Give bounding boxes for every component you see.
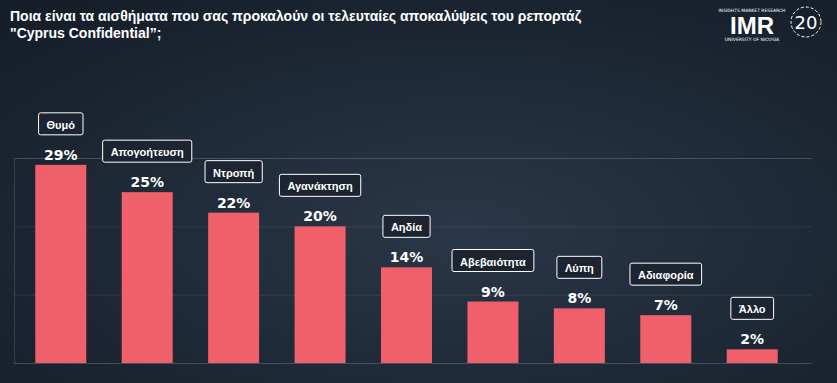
category-box-frame	[452, 250, 534, 272]
category-box: Θυμό	[39, 113, 83, 135]
category-label: Αγανάκτηση	[287, 180, 353, 192]
category-label: Αδιαφορία	[638, 269, 694, 281]
category-box: Απογοήτευση	[103, 140, 192, 162]
logo-text: 20	[795, 12, 818, 33]
bar	[727, 349, 778, 363]
data-label: 25%	[130, 174, 164, 190]
logo-ring	[791, 7, 821, 37]
background	[0, 0, 837, 383]
title: Ποια είναι τα αισθήματα που σας προκαλού…	[10, 8, 582, 41]
bar	[467, 302, 518, 364]
category-box: Αδιαφορία	[630, 263, 702, 285]
bar	[554, 308, 605, 363]
category-box-frame	[630, 263, 702, 285]
logo-text: UNIVERSITY OF NICOSIA	[725, 37, 780, 42]
data-label: 8%	[567, 290, 591, 306]
data-label: 7%	[654, 297, 678, 313]
category-box: Λύπη	[557, 256, 602, 278]
grid-line	[14, 363, 812, 364]
category-box-frame	[39, 113, 83, 135]
category-box-frame	[731, 297, 774, 319]
category-box: Ντροπή	[205, 161, 262, 183]
category-label: Αβεβαιότητα	[460, 256, 526, 268]
bar	[122, 192, 173, 363]
category-label: Ντροπή	[213, 167, 254, 179]
bar	[640, 315, 691, 363]
labels: 29% Θυμό 25% Απογοήτευση 22% Ντροπή 20% Αγανάκτ…	[39, 113, 774, 348]
data-label: 22%	[217, 195, 251, 211]
category-box-frame	[557, 256, 602, 278]
category-label: Απογοήτευση	[111, 146, 184, 158]
data-label: 29%	[44, 147, 78, 163]
chart: Ποια είναι τα αισθήματα που σας προκαλού…	[0, 0, 837, 383]
category-box-frame	[279, 174, 360, 196]
category-label: Θυμό	[47, 119, 76, 131]
y-axis-line	[15, 159, 813, 364]
bar	[381, 267, 432, 363]
y-axis	[14, 159, 812, 364]
bar	[208, 213, 259, 363]
bars	[35, 165, 777, 363]
category-label: Αηδία	[391, 221, 422, 233]
data-label: 9%	[481, 284, 505, 300]
category-label: Λύπη	[565, 262, 594, 274]
data-label: 20%	[303, 208, 337, 224]
bar	[295, 226, 346, 363]
logo: INSIGHTS MARKET RESEARCHIMRUNIVERSITY OF…	[718, 7, 821, 42]
category-box-frame	[205, 161, 262, 183]
category-box-frame	[383, 215, 430, 237]
category-box-frame	[103, 140, 192, 162]
logo-text: IMR	[730, 12, 774, 39]
category-label: Άλλο	[739, 303, 766, 315]
category-box: Αηδία	[383, 215, 430, 237]
data-label: 14%	[390, 249, 424, 265]
category-box: Αγανάκτηση	[279, 174, 360, 196]
category-box: Άλλο	[731, 297, 774, 319]
data-label: 2%	[740, 331, 764, 347]
bar	[35, 165, 86, 363]
tick	[14, 363, 812, 364]
category-box: Αβεβαιότητα	[452, 250, 534, 272]
